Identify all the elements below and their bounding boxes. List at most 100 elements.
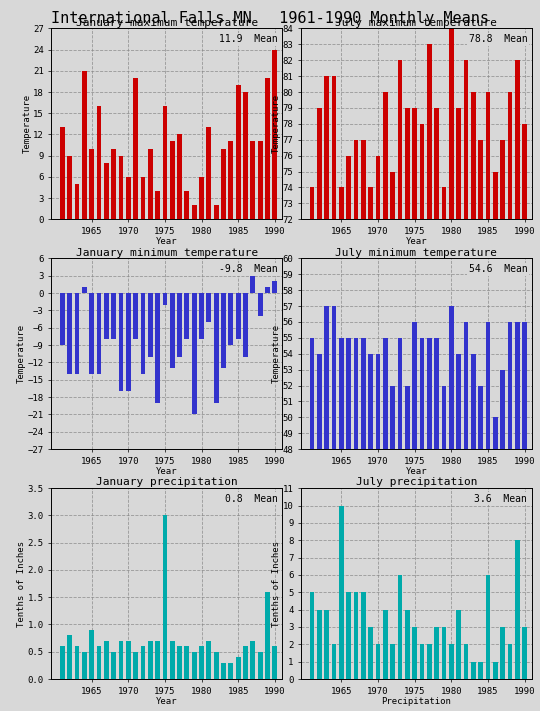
Bar (434, 338, 439, 711)
Bar (376, 156, 380, 711)
Bar (82, 652, 86, 679)
Bar (309, 188, 314, 711)
Bar (397, 338, 402, 711)
Bar (515, 540, 519, 679)
Bar (251, 276, 255, 293)
Text: -9.8  Mean: -9.8 Mean (219, 264, 278, 274)
Bar (192, 652, 197, 679)
Bar (258, 652, 262, 679)
Bar (148, 641, 153, 679)
Bar (368, 627, 373, 679)
Bar (405, 609, 410, 679)
Bar (434, 108, 439, 711)
Bar (354, 140, 359, 711)
Bar (397, 575, 402, 679)
Bar (361, 338, 366, 711)
Bar (427, 338, 431, 711)
Bar (75, 184, 79, 219)
Bar (163, 515, 167, 679)
Bar (206, 293, 211, 322)
Bar (397, 60, 402, 711)
Bar (515, 322, 519, 711)
Bar (273, 646, 277, 679)
Bar (405, 385, 410, 711)
Bar (97, 646, 102, 679)
Bar (89, 149, 94, 219)
Bar (228, 663, 233, 679)
Bar (243, 293, 248, 357)
Bar (119, 156, 123, 219)
Bar (185, 293, 189, 339)
Y-axis label: Temperature: Temperature (23, 95, 31, 154)
Bar (192, 205, 197, 219)
Bar (463, 644, 468, 679)
Bar (508, 644, 512, 679)
Bar (221, 663, 226, 679)
Text: International Falls MN   1961-1990 Monthly Means: International Falls MN 1961-1990 Monthly… (51, 11, 489, 26)
Bar (236, 293, 240, 339)
Bar (236, 85, 240, 219)
Bar (368, 354, 373, 711)
X-axis label: Year: Year (406, 467, 427, 476)
Bar (390, 644, 395, 679)
Bar (427, 44, 431, 711)
Bar (75, 646, 79, 679)
Bar (493, 171, 498, 711)
Bar (500, 370, 505, 711)
Bar (368, 188, 373, 711)
Y-axis label: Temperature: Temperature (272, 95, 281, 154)
Text: 0.8  Mean: 0.8 Mean (225, 494, 278, 504)
Bar (170, 141, 174, 219)
Bar (148, 149, 153, 219)
Title: July maximum temperature: July maximum temperature (335, 18, 497, 28)
Bar (500, 627, 505, 679)
Bar (155, 191, 160, 219)
Bar (317, 354, 322, 711)
Bar (456, 609, 461, 679)
Bar (508, 92, 512, 711)
Bar (332, 76, 336, 711)
Bar (236, 657, 240, 679)
Text: 3.6  Mean: 3.6 Mean (475, 494, 527, 504)
Title: July minimum temperature: July minimum temperature (335, 247, 497, 257)
Bar (104, 641, 109, 679)
Bar (214, 205, 219, 219)
Bar (493, 417, 498, 711)
Bar (478, 140, 483, 711)
Bar (412, 108, 417, 711)
Bar (265, 592, 270, 679)
Bar (325, 306, 329, 711)
Bar (317, 609, 322, 679)
Bar (119, 641, 123, 679)
Bar (97, 106, 102, 219)
Bar (177, 134, 182, 219)
X-axis label: Year: Year (156, 697, 178, 706)
Bar (361, 140, 366, 711)
Bar (449, 644, 454, 679)
Bar (508, 322, 512, 711)
Bar (339, 506, 344, 679)
Bar (412, 322, 417, 711)
Bar (111, 652, 116, 679)
Bar (273, 282, 277, 293)
Bar (228, 293, 233, 345)
Bar (68, 156, 72, 219)
Bar (265, 78, 270, 219)
Y-axis label: Tenths of Inches: Tenths of Inches (272, 540, 281, 626)
Bar (140, 293, 145, 374)
Bar (221, 293, 226, 368)
Bar (383, 609, 388, 679)
Bar (221, 149, 226, 219)
Bar (339, 338, 344, 711)
Bar (317, 108, 322, 711)
Bar (493, 662, 498, 679)
Bar (199, 177, 204, 219)
Bar (104, 293, 109, 339)
Bar (258, 141, 262, 219)
Bar (243, 92, 248, 219)
Title: January precipitation: January precipitation (96, 478, 238, 488)
Bar (522, 627, 527, 679)
Bar (463, 322, 468, 711)
Bar (442, 627, 447, 679)
Bar (442, 188, 447, 711)
